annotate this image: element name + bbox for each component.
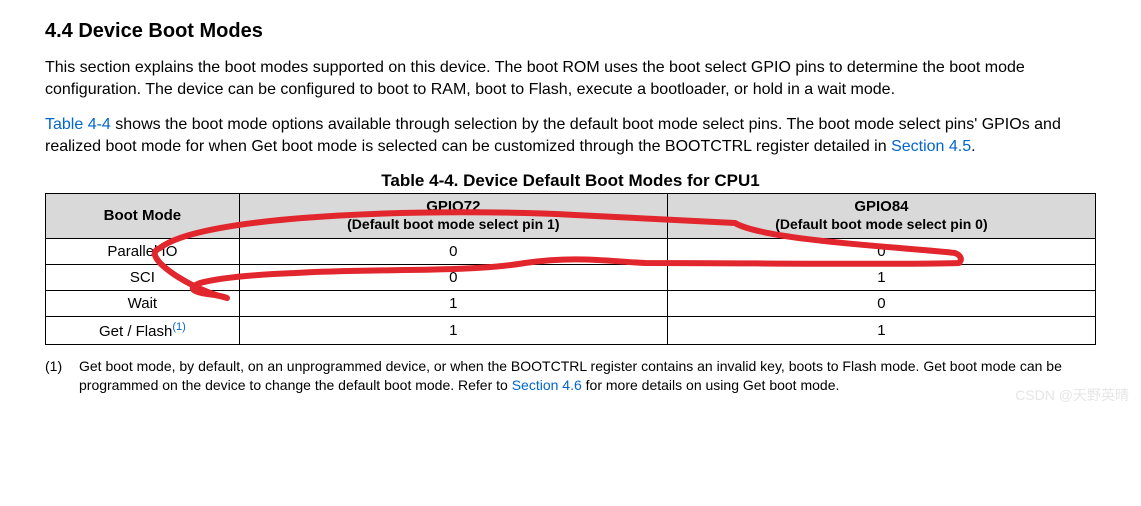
footnote-number: (1) — [45, 357, 79, 395]
cell-mode: SCI — [130, 269, 155, 286]
para2-post: . — [971, 138, 975, 155]
table-ref-paragraph: Table 4-4 shows the boot mode options av… — [45, 114, 1096, 157]
col-boot-mode-title: Boot Mode — [104, 207, 181, 224]
col-gpio72-title: GPIO72 — [426, 198, 480, 215]
cell-value: 1 — [449, 295, 457, 312]
col-boot-mode: Boot Mode — [46, 194, 240, 239]
cell-mode: Parallel IO — [107, 243, 177, 260]
cell-value: 0 — [449, 269, 457, 286]
cell-value: 0 — [877, 295, 885, 312]
cell-mode: Get / Flash — [99, 323, 172, 340]
section-heading: 4.4 Device Boot Modes — [45, 20, 1096, 43]
table-4-4-link[interactable]: Table 4-4 — [45, 116, 111, 133]
section-4-6-link[interactable]: Section 4.6 — [512, 377, 582, 393]
boot-modes-table: Boot Mode GPIO72 (Default boot mode sele… — [45, 193, 1096, 345]
col-gpio84-title: GPIO84 — [854, 198, 908, 215]
section-4-5-link[interactable]: Section 4.5 — [891, 138, 971, 155]
table-row: Get / Flash(1) 1 1 — [46, 317, 1096, 345]
table-row: Wait 1 0 — [46, 291, 1096, 317]
cell-value: 1 — [449, 322, 457, 339]
col-gpio84-sub: (Default boot mode select pin 0) — [775, 216, 987, 232]
table-caption: Table 4-4. Device Default Boot Modes for… — [45, 171, 1096, 191]
cell-value: 1 — [877, 269, 885, 286]
col-gpio72: GPIO72 (Default boot mode select pin 1) — [239, 194, 667, 239]
col-gpio72-sub: (Default boot mode select pin 1) — [347, 216, 559, 232]
cell-mode: Wait — [128, 295, 157, 312]
footnote: (1) Get boot mode, by default, on an unp… — [45, 357, 1096, 395]
cell-value: 0 — [877, 243, 885, 260]
table-row: Parallel IO 0 0 — [46, 239, 1096, 265]
cell-value: 0 — [449, 243, 457, 260]
cell-value: 1 — [877, 322, 885, 339]
intro-paragraph: This section explains the boot modes sup… — [45, 57, 1096, 100]
table-row: SCI 0 1 — [46, 265, 1096, 291]
footnote-ref-link[interactable]: (1) — [172, 321, 185, 333]
footnote-text-post: for more details on using Get boot mode. — [582, 377, 840, 393]
col-gpio84: GPIO84 (Default boot mode select pin 0) — [667, 194, 1095, 239]
